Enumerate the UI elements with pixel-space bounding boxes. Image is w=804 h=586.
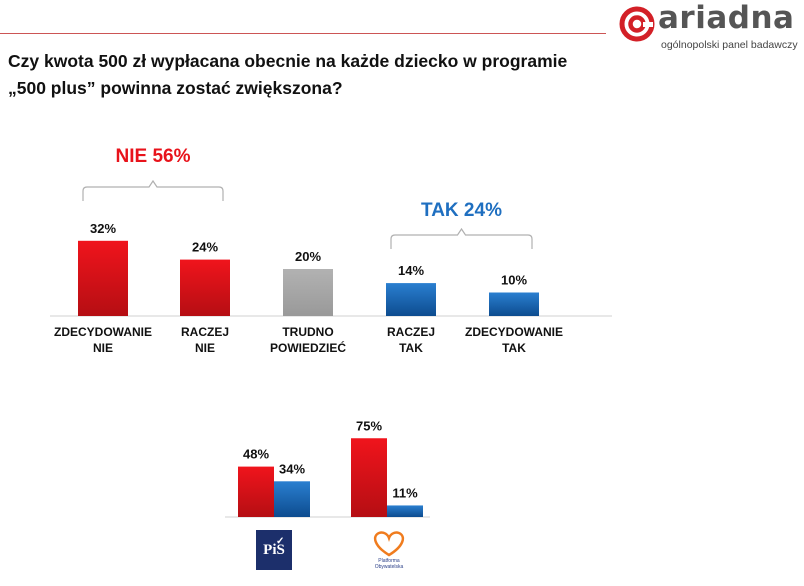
bar-3 bbox=[386, 283, 436, 316]
bar-0 bbox=[78, 240, 128, 316]
bar-value-label-1: 24% bbox=[192, 240, 218, 255]
category-label-3-0: RACZEJ bbox=[387, 325, 435, 339]
category-label-2-0: TRUDNO bbox=[282, 325, 333, 339]
party-bar-value-1-1: 11% bbox=[392, 485, 418, 500]
bar-1 bbox=[180, 259, 230, 316]
category-label-0-1: NIE bbox=[93, 341, 113, 355]
party-bar-value-0-1: 34% bbox=[279, 461, 305, 476]
party-bar-0-1 bbox=[274, 481, 310, 517]
pis-logo-text: PiS bbox=[263, 541, 285, 558]
category-label-2-1: POWIEDZIEĆ bbox=[270, 340, 346, 355]
bar-value-label-4: 10% bbox=[501, 273, 527, 288]
category-label-0-0: ZDECYDOWANIE bbox=[54, 325, 152, 339]
party-bar-1-1 bbox=[387, 505, 423, 517]
group-label-1: TAK 24% bbox=[421, 200, 502, 221]
bar-value-label-0: 32% bbox=[90, 221, 116, 236]
category-label-3-1: TAK bbox=[399, 341, 423, 355]
category-label-1-1: NIE bbox=[195, 341, 215, 355]
bar-2 bbox=[283, 269, 333, 316]
group-bracket-0 bbox=[82, 179, 224, 201]
po-logo-line-1: Platforma bbox=[378, 558, 400, 564]
logo-wordmark: ariadna bbox=[658, 0, 795, 36]
category-label-1-0: RACZEJ bbox=[181, 325, 229, 339]
page-title: Czy kwota 500 zł wypłacana obecnie na ka… bbox=[8, 51, 568, 98]
party-bar-1-0 bbox=[351, 438, 387, 517]
bar-value-label-3: 14% bbox=[398, 263, 424, 278]
pis-check-icon: ✓ bbox=[276, 536, 285, 547]
group-label-0: NIE 56% bbox=[116, 146, 191, 167]
header-rule bbox=[0, 33, 606, 34]
ariadna-spiral-icon bbox=[619, 6, 655, 42]
po-party-logo: Platforma Obywatelska bbox=[364, 528, 414, 574]
ariadna-logo: ariadna ogólnopolski panel badawczy bbox=[618, 0, 804, 52]
party-bar-value-0-0: 48% bbox=[243, 447, 269, 462]
po-logo-line-2: Obywatelska bbox=[374, 564, 404, 570]
po-logo-text: Platforma Obywatelska bbox=[364, 558, 414, 570]
pis-party-logo: PiS ✓ bbox=[256, 530, 292, 570]
party-bar-value-1-0: 75% bbox=[356, 418, 382, 433]
party-bar-0-0 bbox=[238, 466, 274, 517]
bar-4 bbox=[489, 292, 539, 316]
group-bracket-1 bbox=[390, 227, 533, 249]
po-heart-icon bbox=[373, 531, 405, 557]
category-label-4-0: ZDECYDOWANIE bbox=[465, 325, 563, 339]
category-label-4-1: TAK bbox=[502, 341, 526, 355]
bar-value-label-2: 20% bbox=[295, 249, 321, 264]
logo-subtitle: ogólnopolski panel badawczy bbox=[661, 39, 798, 51]
